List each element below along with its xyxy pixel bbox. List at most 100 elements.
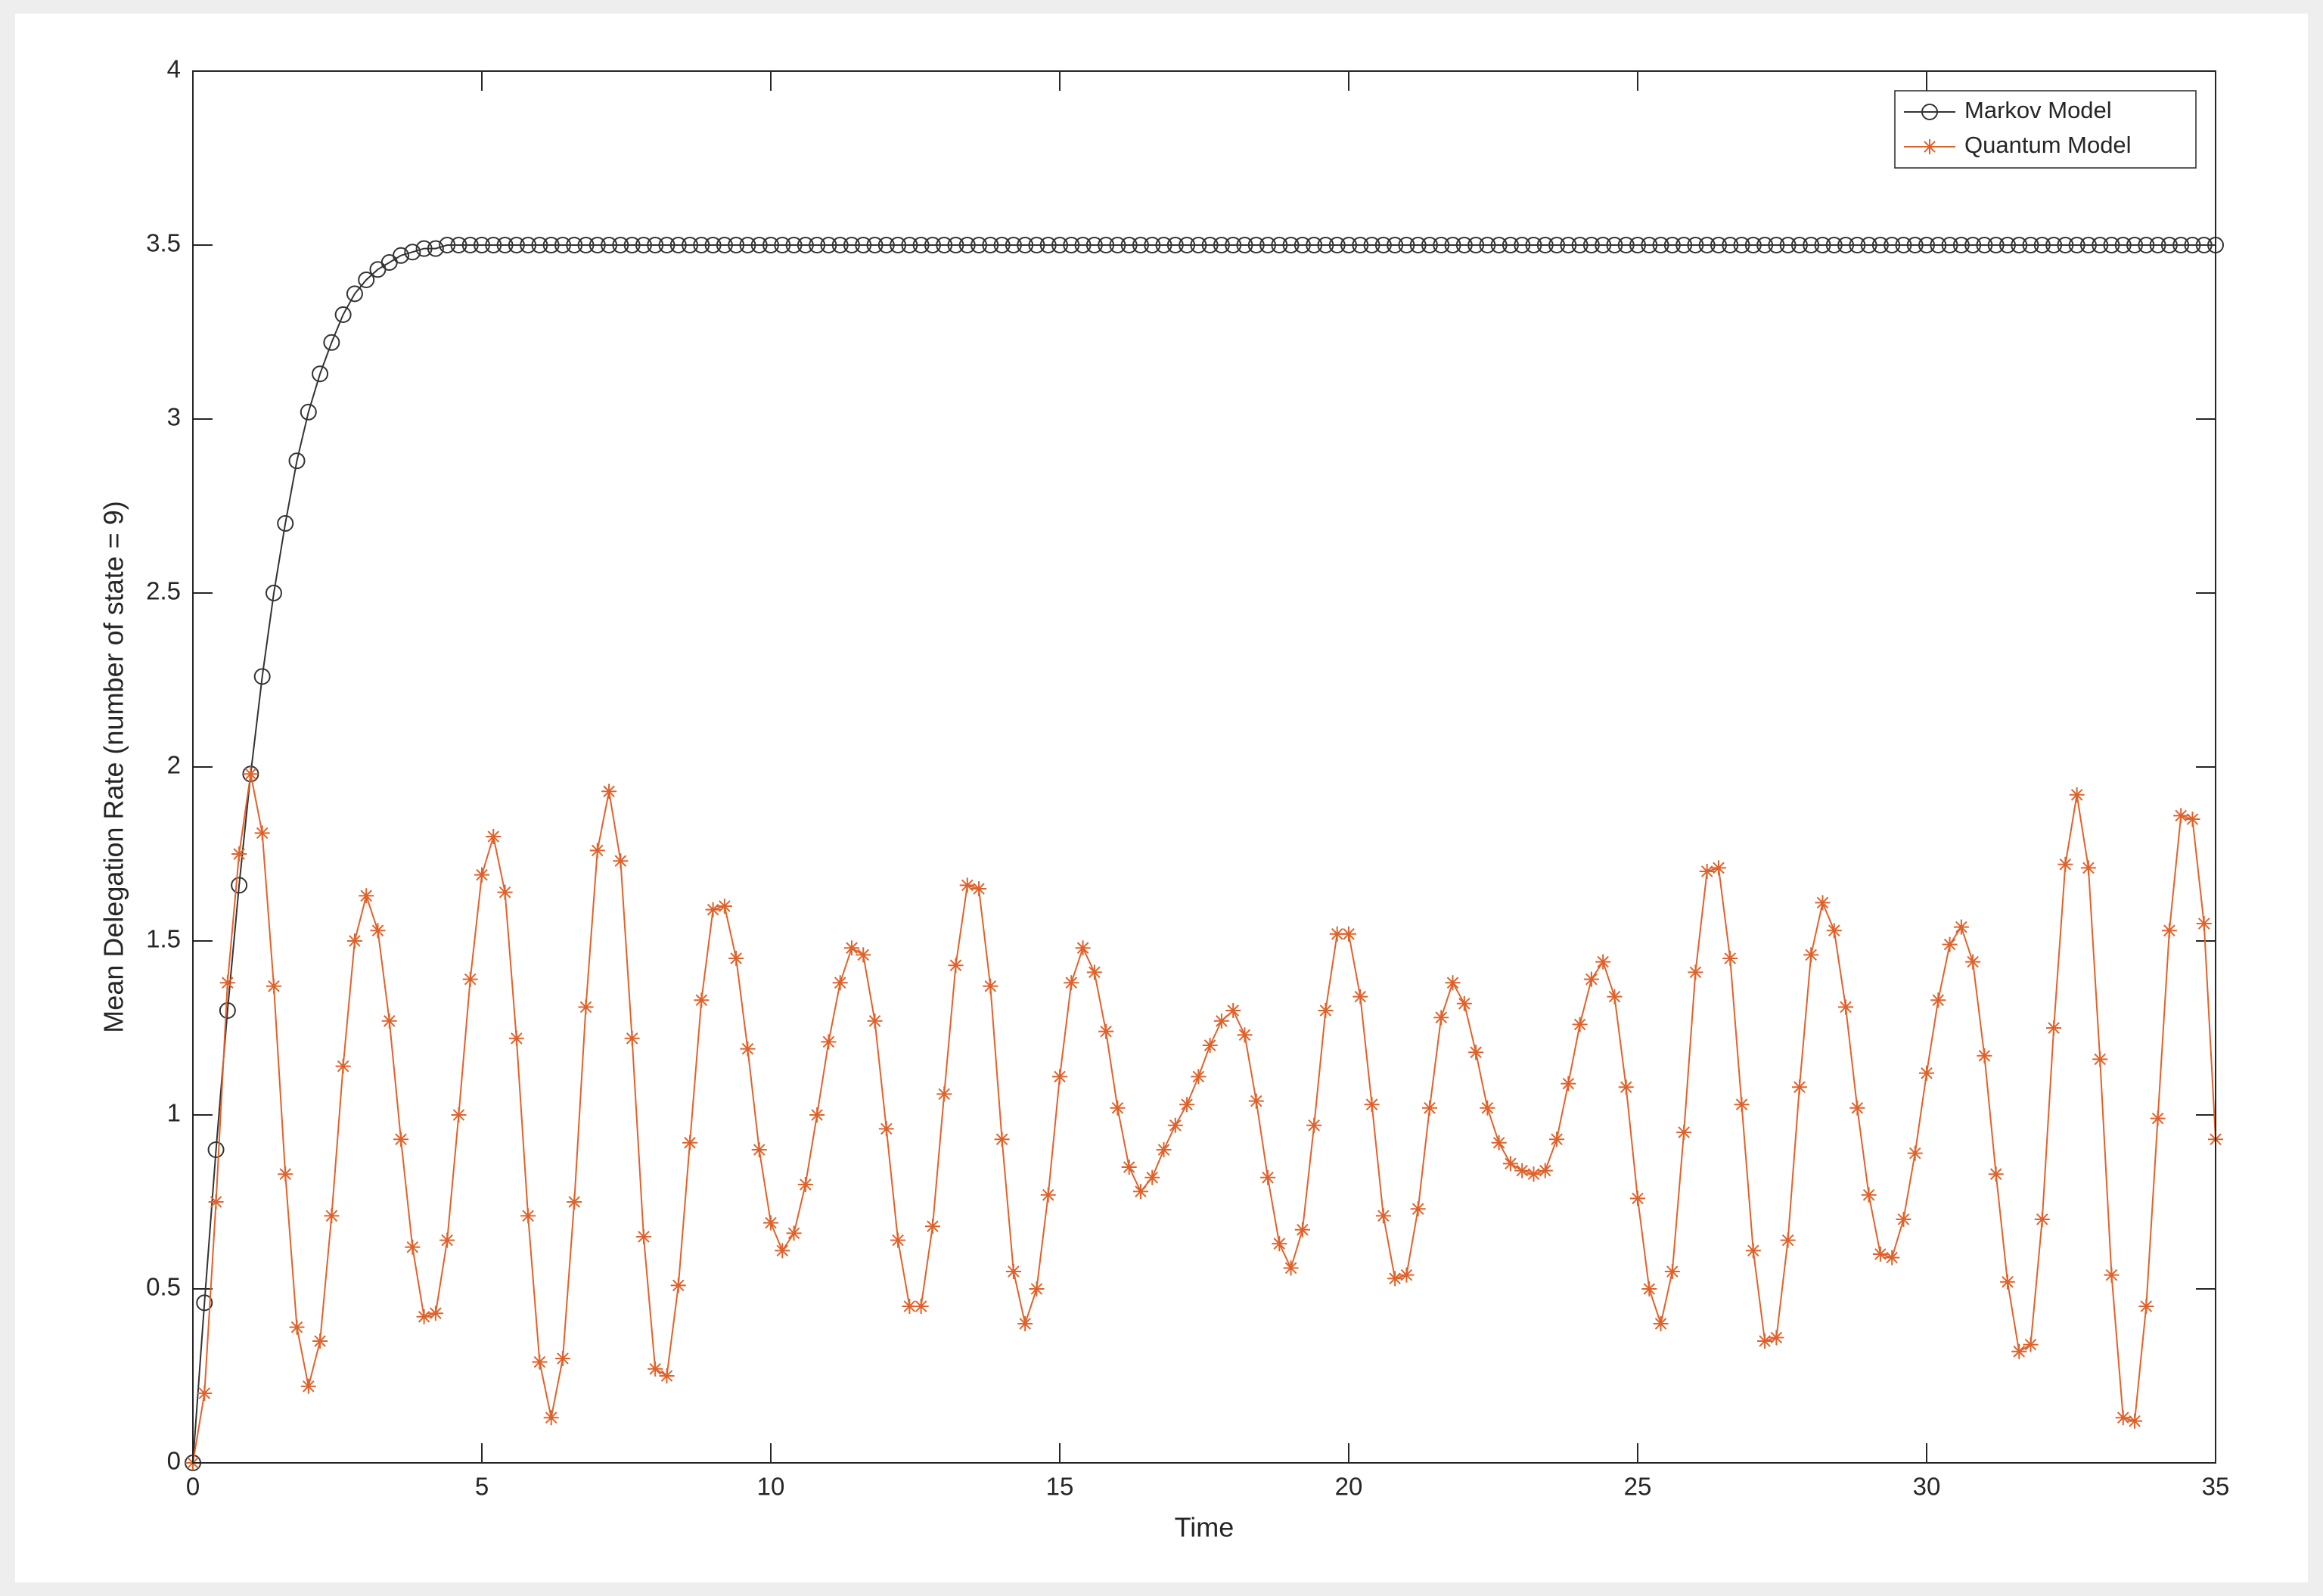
- data-point: [300, 1378, 316, 1394]
- data-point: [1617, 237, 1635, 253]
- data-point: [1272, 1236, 1287, 1252]
- data-point: [1363, 237, 1380, 253]
- data-point: [1317, 237, 1334, 253]
- data-point: [1213, 1013, 1229, 1029]
- data-point: [1838, 999, 1854, 1015]
- data-point: [843, 940, 859, 956]
- data-point: [1930, 237, 1947, 253]
- data-point: [1202, 1038, 1218, 1053]
- data-point: [358, 272, 375, 288]
- data-point: [1769, 1330, 1784, 1346]
- data-point: [1121, 1160, 1137, 1175]
- data-point: [219, 1002, 236, 1019]
- data-point: [2127, 1413, 2143, 1429]
- data-point: [1606, 237, 1623, 253]
- data-point: [1306, 237, 1323, 253]
- data-point: [601, 237, 618, 253]
- data-point: [1757, 1334, 1773, 1349]
- data-point: [1664, 1264, 1680, 1279]
- data-point: [993, 237, 1011, 253]
- data-point: [971, 881, 987, 896]
- data-point: [1860, 237, 1877, 253]
- legend-label: Quantum Model: [1964, 132, 2132, 158]
- data-point: [1017, 1316, 1033, 1331]
- data-point: [1075, 940, 1091, 956]
- data-point: [1410, 1201, 1426, 1217]
- data-point: [323, 334, 340, 351]
- data-point: [1028, 237, 1045, 253]
- data-point: [1941, 237, 1958, 253]
- data-point: [1433, 1010, 1449, 1026]
- data-point: [1005, 1264, 1021, 1279]
- data-point: [1744, 237, 1762, 253]
- data-point: [936, 237, 953, 253]
- data-point: [1964, 237, 1982, 253]
- data-point: [415, 240, 433, 257]
- data-point: [289, 1319, 305, 1335]
- data-point: [1825, 237, 1843, 253]
- data-point: [393, 1132, 409, 1147]
- data-point: [1502, 237, 1519, 253]
- legend-marker: [1921, 104, 1938, 120]
- data-point: [219, 975, 235, 991]
- data-point: [1479, 237, 1496, 253]
- data-point: [346, 933, 362, 949]
- data-point: [231, 877, 248, 894]
- x-tick-label: 25: [1624, 1473, 1652, 1501]
- data-point: [878, 1121, 894, 1137]
- data-point: [809, 1107, 825, 1122]
- data-point: [2103, 237, 2120, 253]
- data-point: [1942, 936, 1958, 952]
- data-point: [1977, 1048, 1992, 1063]
- x-tick-label: 30: [1913, 1473, 1941, 1501]
- data-point: [1260, 1169, 1276, 1185]
- x-tick-label: 10: [757, 1473, 785, 1501]
- data-point: [2185, 812, 2200, 827]
- data-point: [254, 825, 270, 841]
- data-point: [2079, 237, 2097, 253]
- data-point: [1155, 237, 1172, 253]
- data-point: [1051, 237, 1068, 253]
- data-point: [312, 365, 329, 383]
- data-point: [1502, 1156, 1518, 1172]
- data-point: [1790, 237, 1808, 253]
- data-point: [567, 1194, 582, 1209]
- data-point: [659, 1368, 675, 1383]
- data-point: [1490, 237, 1508, 253]
- data-point: [1675, 237, 1693, 253]
- data-point: [901, 237, 918, 253]
- data-point: [1468, 1045, 1484, 1060]
- y-axis-label: Mean Delegation Rate (number of state = …: [98, 501, 129, 1032]
- data-point: [2092, 237, 2109, 253]
- data-point: [1409, 237, 1427, 253]
- data-point: [1144, 1169, 1160, 1185]
- y-tick-label: 0.5: [146, 1273, 181, 1301]
- data-point: [797, 237, 814, 253]
- data-point: [2057, 237, 2074, 253]
- data-point: [1814, 237, 1831, 253]
- data-point: [1085, 237, 1103, 253]
- data-point: [2046, 1020, 2062, 1036]
- data-point: [1293, 237, 1311, 253]
- data-point: [1571, 237, 1589, 253]
- data-point: [1017, 237, 1034, 253]
- data-point: [1803, 947, 1819, 963]
- data-point: [207, 1141, 225, 1158]
- data-point: [1364, 1097, 1380, 1113]
- data-point: [983, 978, 998, 994]
- data-point: [1815, 895, 1831, 911]
- data-point: [231, 846, 247, 862]
- data-point: [589, 237, 606, 253]
- data-point: [635, 237, 652, 253]
- data-point: [682, 1135, 698, 1150]
- data-point: [208, 1194, 224, 1209]
- data-point: [1225, 1003, 1241, 1018]
- data-point: [1399, 1267, 1415, 1283]
- data-point: [1237, 1027, 1253, 1043]
- data-point: [1734, 1097, 1750, 1113]
- data-point: [750, 237, 768, 253]
- data-point: [1039, 237, 1057, 253]
- data-point: [890, 237, 907, 253]
- data-point: [902, 1299, 918, 1314]
- data-point: [1710, 237, 1727, 253]
